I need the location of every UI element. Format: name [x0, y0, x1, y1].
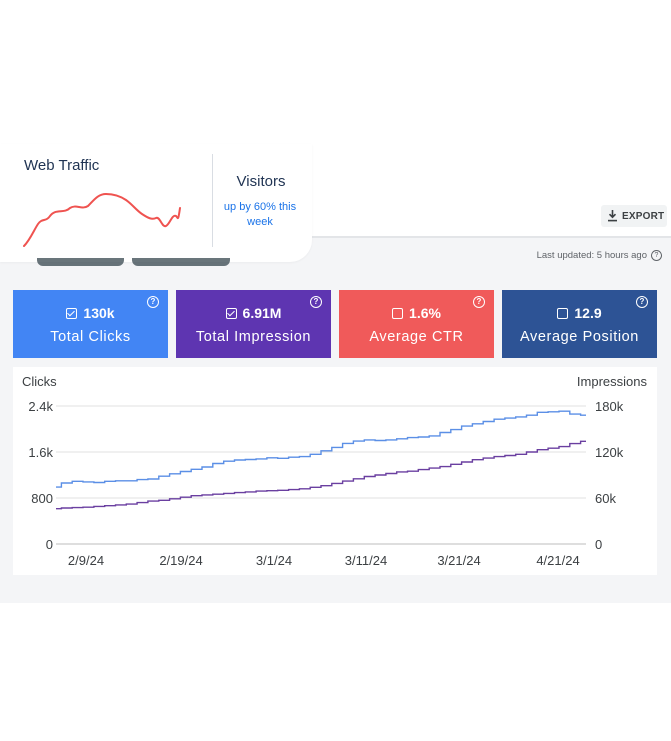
card-divider — [212, 154, 213, 247]
checkbox-unchecked-icon[interactable] — [392, 307, 404, 319]
right-tick-label: 180k — [595, 399, 624, 414]
last-updated: Last updated: 5 hours ago ? — [537, 250, 662, 261]
right-tick-label: 60k — [595, 491, 616, 506]
checkbox-checked-icon[interactable] — [66, 307, 78, 319]
web-traffic-sparkline — [23, 192, 181, 247]
left-axis-title: Clicks — [22, 374, 57, 389]
metric-label: Average Position — [520, 329, 639, 345]
help-circle-icon[interactable]: ? — [310, 296, 322, 308]
metric-label: Total Clicks — [50, 329, 131, 345]
right-axis-title: Impressions — [577, 374, 648, 389]
header-divider — [0, 236, 671, 238]
right-tick-label: 0 — [595, 537, 602, 552]
last-updated-text: Last updated: 5 hours ago — [536, 250, 647, 261]
x-tick-label: 3/1/24 — [256, 553, 292, 568]
metric-value: 1.6% — [409, 305, 441, 321]
help-circle-icon[interactable]: ? — [473, 296, 485, 308]
metric-label: Total Impression — [195, 329, 312, 345]
export-button[interactable]: EXPORT — [601, 205, 667, 227]
series-line-impressions — [56, 440, 586, 510]
performance-chart-panel: Clicks Impressions 0 0 800 60k 1.6k 120k 2.4k 180… — [13, 367, 657, 575]
checkbox-unchecked-icon[interactable] — [557, 307, 569, 319]
series-line-clicks — [56, 410, 586, 488]
visitors-title: Visitors — [236, 173, 286, 190]
metric-label: Average CTR — [369, 329, 464, 345]
tab-pill-1[interactable] — [37, 258, 124, 266]
left-tick-label: 1.6k — [28, 445, 53, 460]
metric-value: 12.9 — [574, 305, 602, 321]
web-traffic-card — [0, 144, 312, 262]
left-tick-label: 0 — [46, 537, 53, 552]
checkbox-checked-icon[interactable] — [225, 307, 237, 319]
x-tick-label: 3/21/24 — [437, 553, 480, 568]
x-tick-label: 2/19/24 — [159, 553, 202, 568]
right-tick-label: 120k — [595, 445, 624, 460]
performance-chart: Clicks Impressions 0 0 800 60k 1.6k 120k 2.4k 180… — [22, 374, 648, 568]
left-tick-label: 800 — [31, 491, 53, 506]
x-tick-label: 2/9/24 — [68, 553, 104, 568]
help-circle-icon[interactable]: ? — [636, 296, 648, 308]
download-icon — [608, 210, 617, 222]
x-tick-label: 4/21/24 — [536, 553, 579, 568]
help-circle-icon[interactable]: ? — [147, 296, 159, 308]
help-circle-icon[interactable]: ? — [651, 250, 662, 261]
export-label: EXPORT — [622, 210, 665, 222]
visitors-subtitle: up by 60% this week — [223, 201, 297, 228]
metric-card-average-position[interactable]: 12.9 Average Position ? — [502, 290, 657, 358]
metric-card-average-ctr[interactable]: 1.6% Average CTR ? — [339, 290, 494, 358]
web-traffic-title: Web Traffic — [24, 157, 100, 174]
left-tick-label: 2.4k — [28, 399, 53, 414]
tab-pill-2[interactable] — [132, 258, 230, 266]
metric-value: 130k — [83, 305, 115, 321]
metric-card-total-clicks[interactable]: 130k Total Clicks ? — [13, 290, 168, 358]
x-tick-label: 3/11/24 — [345, 553, 387, 568]
metric-value: 6.91M — [242, 305, 282, 321]
metric-card-total-impression[interactable]: 6.91M Total Impression ? — [176, 290, 331, 358]
